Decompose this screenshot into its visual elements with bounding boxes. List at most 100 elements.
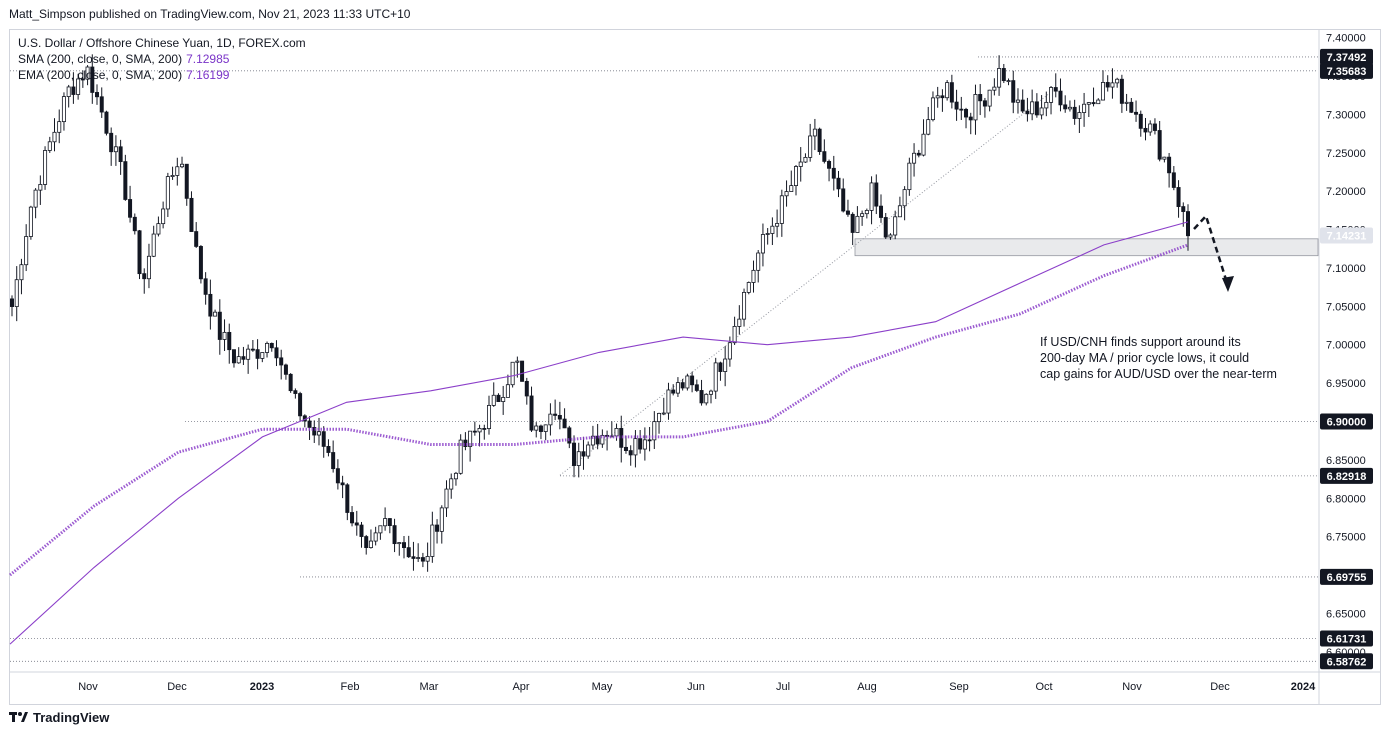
candle bbox=[1049, 85, 1054, 115]
candle bbox=[930, 91, 935, 122]
trendline[interactable] bbox=[559, 91, 1053, 476]
candle-body bbox=[1152, 123, 1157, 131]
candle bbox=[860, 210, 865, 226]
candle bbox=[279, 349, 284, 380]
chart-frame[interactable] bbox=[9, 29, 1381, 705]
candle bbox=[808, 123, 813, 162]
candle bbox=[510, 361, 515, 388]
candle bbox=[515, 356, 520, 378]
candle-body bbox=[690, 375, 695, 386]
candle-body bbox=[246, 348, 251, 360]
candle bbox=[80, 70, 85, 88]
candle-body bbox=[222, 331, 227, 340]
time-axis[interactable]: Nov Dec 2023 Feb Mar Apr May Jun Jul Aug Sep Oct Nov… bbox=[78, 681, 1316, 693]
legend-sma-value: 7.12985 bbox=[186, 52, 230, 66]
candle bbox=[425, 542, 430, 572]
candle-body bbox=[623, 446, 628, 451]
candle-body bbox=[992, 86, 997, 91]
candle-body bbox=[864, 210, 869, 215]
price-badge: 6.61731 bbox=[1320, 630, 1373, 647]
candle-body bbox=[1086, 102, 1091, 105]
candle-body bbox=[548, 413, 553, 426]
candle bbox=[628, 445, 633, 466]
x-tick-label: Aug bbox=[857, 681, 877, 693]
projection-arrow[interactable] bbox=[1193, 213, 1234, 292]
candle-body bbox=[666, 389, 671, 414]
candle bbox=[964, 107, 969, 129]
candle bbox=[208, 279, 213, 330]
candle-body bbox=[671, 389, 676, 394]
candle bbox=[170, 166, 175, 180]
candle bbox=[1162, 156, 1167, 163]
legend-symbol: U.S. Dollar / Offshore Chinese Yuan, 1D,… bbox=[18, 36, 306, 50]
candle bbox=[633, 430, 638, 468]
candle-body bbox=[279, 357, 284, 366]
price-badge-bg bbox=[1320, 467, 1373, 484]
level-lines bbox=[10, 56, 1318, 662]
candle bbox=[562, 408, 567, 429]
candle-body bbox=[789, 185, 794, 192]
candle bbox=[61, 92, 66, 131]
candle bbox=[1152, 118, 1157, 135]
candle-body bbox=[817, 128, 822, 153]
candle bbox=[1015, 88, 1020, 114]
price-badge-label: 6.58762 bbox=[1327, 656, 1367, 668]
candle-body bbox=[137, 230, 142, 275]
candle bbox=[902, 186, 907, 221]
candle-body bbox=[699, 390, 704, 404]
candle bbox=[1138, 110, 1143, 137]
candle bbox=[151, 225, 156, 258]
candle-body bbox=[1138, 113, 1143, 129]
candle-body bbox=[827, 160, 832, 169]
candle-body bbox=[926, 119, 931, 135]
candle bbox=[250, 339, 255, 352]
candle bbox=[274, 340, 279, 367]
price-badge-bg bbox=[1320, 413, 1373, 430]
candle bbox=[737, 305, 742, 335]
candle-body bbox=[940, 95, 945, 99]
candle bbox=[118, 139, 123, 175]
candle bbox=[718, 361, 723, 381]
candle-body bbox=[515, 360, 520, 363]
candle-body bbox=[104, 111, 109, 134]
candle-body bbox=[90, 66, 95, 93]
candle bbox=[520, 360, 525, 382]
price-axis[interactable]: 7.400007.350007.300007.250007.200007.150… bbox=[1326, 33, 1366, 659]
candle bbox=[1063, 95, 1068, 113]
candle bbox=[822, 139, 827, 164]
candle bbox=[1011, 70, 1016, 114]
candle-body bbox=[978, 94, 983, 102]
candle bbox=[897, 196, 902, 218]
candle-body bbox=[453, 472, 458, 480]
candle-body bbox=[345, 484, 350, 513]
candle-body bbox=[113, 146, 118, 153]
candle-body bbox=[534, 425, 539, 431]
candle-body bbox=[1053, 87, 1058, 92]
candle-body bbox=[335, 468, 340, 484]
y-tick-label: 7.00000 bbox=[1326, 340, 1366, 352]
candle bbox=[921, 119, 926, 157]
candle-body bbox=[1110, 82, 1115, 88]
candle bbox=[113, 135, 118, 166]
candle bbox=[605, 430, 610, 451]
candle bbox=[472, 421, 477, 436]
y-tick-label: 6.95000 bbox=[1326, 378, 1366, 390]
price-badge-label: 6.61731 bbox=[1327, 634, 1367, 646]
candle bbox=[642, 427, 647, 461]
candle-body bbox=[1176, 187, 1181, 207]
candle-body bbox=[907, 162, 912, 191]
candle bbox=[638, 430, 643, 454]
candle-body bbox=[794, 166, 799, 186]
support-zone bbox=[854, 238, 1319, 257]
candle-body bbox=[704, 393, 709, 404]
candle bbox=[690, 371, 695, 393]
y-tick-label: 6.80000 bbox=[1326, 493, 1366, 505]
candle bbox=[784, 180, 789, 207]
candle bbox=[1053, 73, 1058, 98]
candle-body bbox=[1030, 101, 1035, 115]
y-tick-label: 6.85000 bbox=[1326, 455, 1366, 467]
candle bbox=[1091, 87, 1096, 107]
tradingview-footer[interactable]: TradingView bbox=[9, 710, 109, 726]
candle-body bbox=[595, 435, 600, 445]
